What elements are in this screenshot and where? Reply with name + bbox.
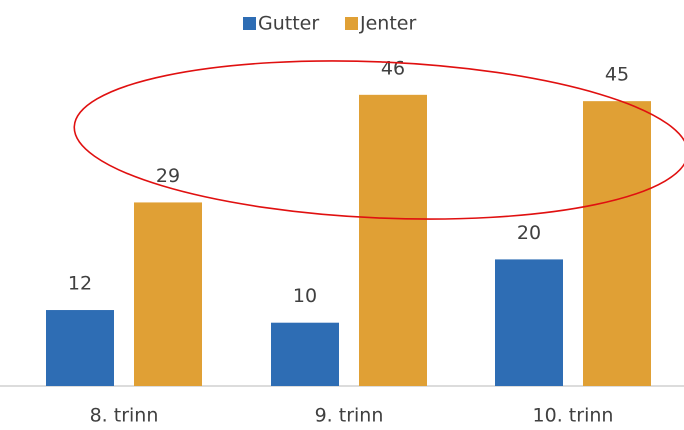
value-label: 45: [605, 64, 629, 86]
value-label: 29: [156, 165, 180, 187]
legend-label: Gutter: [258, 13, 319, 35]
legend-swatch: [345, 17, 358, 30]
value-label: 46: [381, 57, 405, 79]
bar: [583, 101, 651, 387]
bar: [134, 202, 202, 386]
x-tick-label: 9. trinn: [315, 405, 384, 427]
plot: Gutter Jenter 8. trinn 12 29 9. trinn 10 46 10. …: [46, 13, 651, 427]
value-label: 12: [68, 273, 92, 295]
x-tick-label: 10. trinn: [533, 405, 614, 427]
highlight-ellipse: [73, 60, 684, 220]
bar: [359, 94, 427, 386]
value-label: 20: [517, 222, 541, 244]
bar: [271, 322, 339, 386]
legend-swatch: [243, 17, 256, 30]
value-label: 10: [293, 285, 317, 307]
legend-label: Jenter: [359, 13, 416, 35]
x-tick-label: 8. trinn: [90, 405, 159, 427]
bar: [46, 310, 114, 386]
bar: [495, 259, 563, 386]
